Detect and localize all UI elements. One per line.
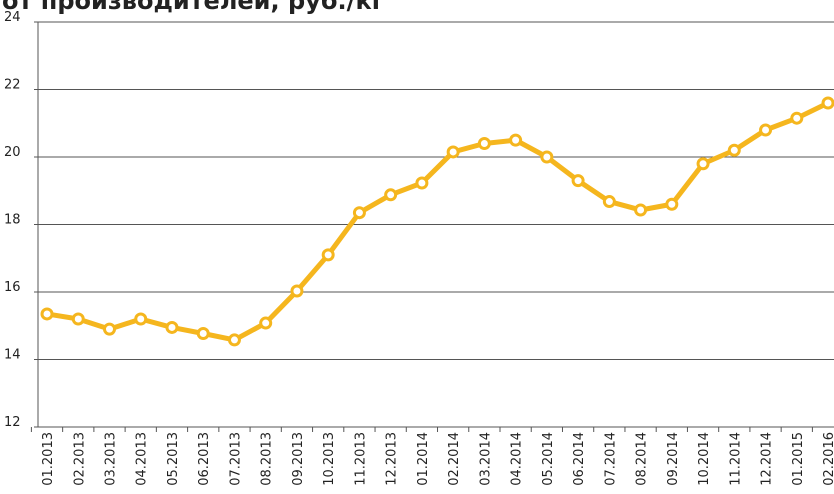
data-point <box>665 197 679 211</box>
x-tick-label: 01.2015 <box>791 432 806 486</box>
data-point <box>415 176 429 190</box>
data-point <box>71 312 85 326</box>
x-tick-label: 06.2014 <box>572 432 587 486</box>
data-point <box>446 145 460 159</box>
x-tick-label: 02.2016 <box>822 432 834 486</box>
x-tick-label: 10.2013 <box>322 432 337 486</box>
data-point <box>759 123 773 137</box>
y-tick-label: 20 <box>4 145 21 160</box>
x-tick-label: 03.2013 <box>104 432 119 486</box>
data-point <box>821 96 834 110</box>
x-tick-label: 08.2013 <box>260 432 275 486</box>
data-point <box>165 320 179 334</box>
x-tick-label: 02.2014 <box>447 432 462 486</box>
x-tick-label: 06.2013 <box>197 432 212 486</box>
x-tick-label: 08.2014 <box>635 432 650 486</box>
data-point <box>477 137 491 150</box>
x-tick-label: 07.2013 <box>228 432 243 486</box>
x-tick-label: 12.2014 <box>760 432 775 486</box>
chart-title: от производителей, руб./кг <box>2 0 384 15</box>
data-point <box>571 174 585 188</box>
x-tick-label: 10.2014 <box>697 432 712 486</box>
data-point <box>103 322 116 336</box>
x-tick-label: 05.2013 <box>166 432 181 486</box>
data-point <box>196 327 210 341</box>
y-tick-label: 24 <box>4 10 21 25</box>
data-point <box>602 195 616 209</box>
x-tick-label: 12.2013 <box>385 432 400 486</box>
data-point <box>540 150 554 164</box>
data-point <box>696 157 710 171</box>
x-tick-label: 04.2014 <box>510 432 525 486</box>
x-tick-label: 01.2013 <box>41 432 56 486</box>
y-tick-label: 22 <box>4 78 21 93</box>
x-tick-label: 09.2013 <box>291 432 306 486</box>
data-line <box>46 100 830 343</box>
x-tick-label: 02.2013 <box>72 432 87 486</box>
data-point <box>227 333 241 347</box>
x-tick-label: 11.2014 <box>728 432 743 486</box>
x-tick-label: 04.2013 <box>135 432 150 486</box>
data-point <box>40 307 54 321</box>
x-tick-label: 11.2013 <box>353 432 368 486</box>
data-point <box>290 284 304 298</box>
data-point <box>134 312 148 326</box>
x-tick-label: 01.2014 <box>416 432 431 486</box>
x-tick-label: 03.2014 <box>478 432 493 486</box>
x-tick-label: 05.2014 <box>541 432 556 486</box>
y-tick-label: 12 <box>4 415 21 430</box>
y-tick-label: 18 <box>4 213 21 228</box>
data-point <box>634 203 648 217</box>
data-point <box>727 143 741 157</box>
y-tick-label: 16 <box>4 280 21 295</box>
data-point <box>352 206 366 220</box>
data-point <box>259 316 273 330</box>
data-point <box>384 188 398 202</box>
data-point <box>790 111 804 125</box>
x-tick-label: 07.2014 <box>603 432 618 486</box>
y-tick-label: 14 <box>4 348 21 363</box>
x-tick-label: 09.2014 <box>666 432 681 486</box>
data-point <box>321 248 335 262</box>
data-point <box>509 133 523 147</box>
